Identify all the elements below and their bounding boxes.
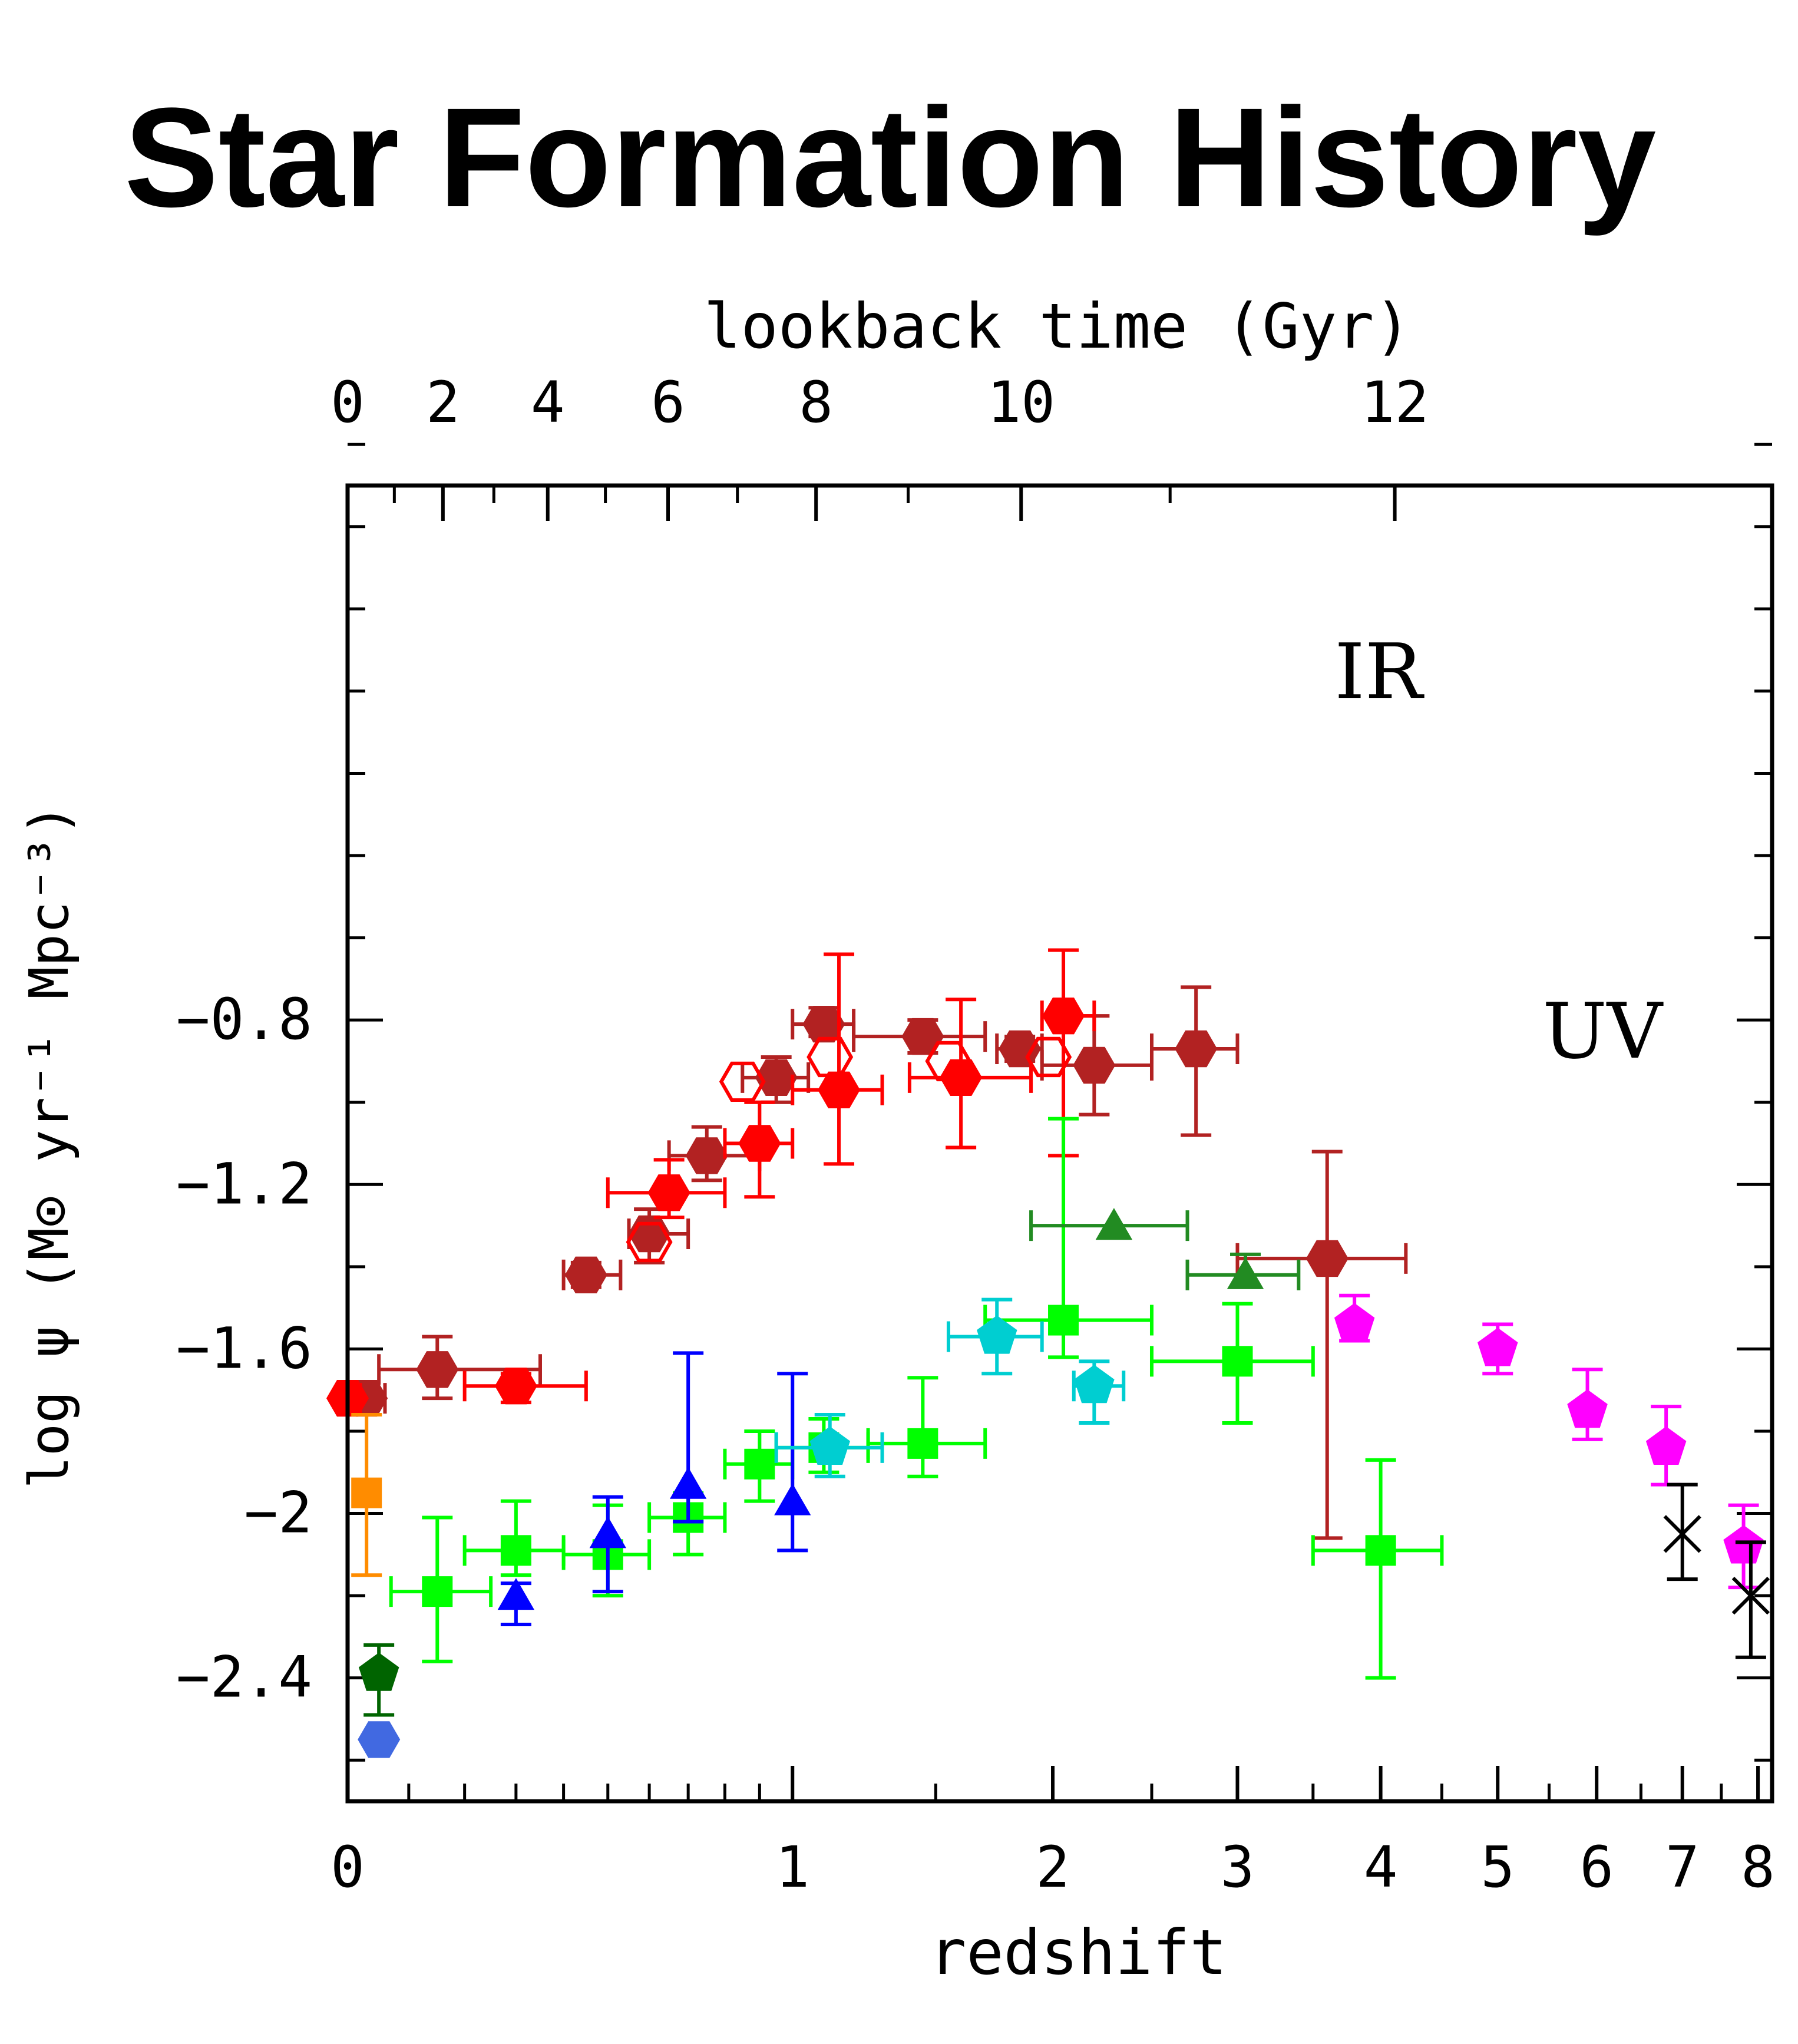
data-point-hexagon	[901, 1018, 944, 1055]
x-tick-label: 6	[1579, 1834, 1614, 1900]
top-axis-label: lookback time (Gyr)	[703, 290, 1411, 362]
data-point-hexagon	[685, 1137, 728, 1174]
data-point-cross	[1731, 1576, 1770, 1615]
data-point-square	[1048, 1305, 1079, 1336]
data-point-hexagon	[755, 1059, 798, 1096]
data-point-square	[744, 1448, 775, 1480]
data-point-triangle	[1095, 1208, 1133, 1240]
data-point-triangle	[774, 1483, 811, 1515]
data-point-pentagon	[1074, 1365, 1115, 1404]
x2-tick-label: 2	[426, 369, 460, 435]
data-point-hexagon	[818, 1071, 860, 1108]
x-tick-label: 8	[1741, 1834, 1775, 1900]
x-tick-label: 4	[1364, 1834, 1398, 1900]
data-point-hexagon	[999, 1030, 1042, 1068]
data-point-triangle	[589, 1516, 626, 1548]
data-point-hexagon	[647, 1174, 690, 1211]
x2-tick-label: 12	[1361, 369, 1429, 435]
x2-tick-label: 6	[651, 369, 685, 435]
data-point-hexagon	[1175, 1030, 1218, 1068]
data-point-hexagon	[738, 1125, 781, 1162]
data-point-hexagon	[925, 1041, 972, 1082]
ir-annotation: IR	[1334, 627, 1424, 716]
bottom-axis-label: redshift	[929, 1917, 1227, 1989]
data-point-square	[1222, 1346, 1253, 1377]
data-point-hexagon	[1305, 1240, 1348, 1277]
axis-ticks: 0 1 2 3 4 5 6 7 80 2 4 6 8 10 12−2.4−2−1.6−1.2−0.8	[176, 369, 1775, 1900]
x2-tick-label: 0	[330, 369, 365, 435]
x-tick-label: 1	[775, 1834, 809, 1900]
data-point-pentagon	[358, 1652, 399, 1691]
plot-frame	[345, 483, 1774, 1804]
y-tick-label: −1.2	[176, 1151, 312, 1217]
data-point-square	[1365, 1535, 1396, 1566]
data-point-hexagon	[719, 1061, 766, 1102]
x-tick-label: 5	[1480, 1834, 1515, 1900]
x2-tick-label: 8	[799, 369, 833, 435]
x2-tick-label: 10	[987, 369, 1055, 435]
data-point-hexagon	[564, 1256, 607, 1293]
y-tick-label: −0.8	[176, 986, 312, 1052]
data-point-hexagon	[494, 1368, 537, 1405]
x2-tick-label: 4	[531, 369, 565, 435]
data-point-pentagon	[977, 1315, 1017, 1354]
y-tick-label: −2.4	[176, 1645, 312, 1711]
x-tick-label: 3	[1221, 1834, 1255, 1900]
data-point-pentagon	[809, 1426, 850, 1465]
data-point-cross	[1663, 1515, 1701, 1553]
data-point-hexagon	[358, 1721, 401, 1758]
data-point-hexagon	[807, 1036, 854, 1078]
data-point-pentagon	[1723, 1525, 1764, 1564]
data-point-hexagon	[1073, 1046, 1116, 1084]
data-point-triangle	[670, 1467, 707, 1499]
data-point-square	[351, 1477, 382, 1508]
data-point-pentagon	[1334, 1303, 1375, 1342]
data-point-hexagon	[626, 1221, 673, 1263]
data-point-hexagon	[1025, 1036, 1072, 1078]
data-point-triangle	[497, 1578, 534, 1610]
data-point-hexagon	[1042, 998, 1085, 1035]
y-axis-label: log ψ (M⊙ yr⁻¹ Mpc⁻³)	[18, 803, 81, 1488]
uv-annotation: UV	[1542, 986, 1664, 1076]
data-point-pentagon	[1645, 1426, 1687, 1465]
data-point-triangle	[1227, 1257, 1264, 1289]
data-marks	[326, 948, 1770, 1758]
x-tick-label: 0	[330, 1834, 365, 1900]
data-point-square	[907, 1428, 938, 1459]
y-tick-label: −2	[244, 1480, 312, 1546]
data-point-hexagon	[416, 1351, 459, 1388]
x-tick-label: 2	[1036, 1834, 1070, 1900]
data-point-square	[422, 1576, 453, 1607]
data-point-hexagon	[802, 1006, 845, 1043]
x-tick-label: 7	[1665, 1834, 1700, 1900]
data-point-square	[500, 1535, 531, 1566]
y-tick-label: −1.6	[176, 1315, 312, 1381]
data-point-pentagon	[1567, 1389, 1608, 1428]
chart-title: Star Formation History	[124, 78, 1656, 236]
data-point-pentagon	[1478, 1328, 1518, 1366]
